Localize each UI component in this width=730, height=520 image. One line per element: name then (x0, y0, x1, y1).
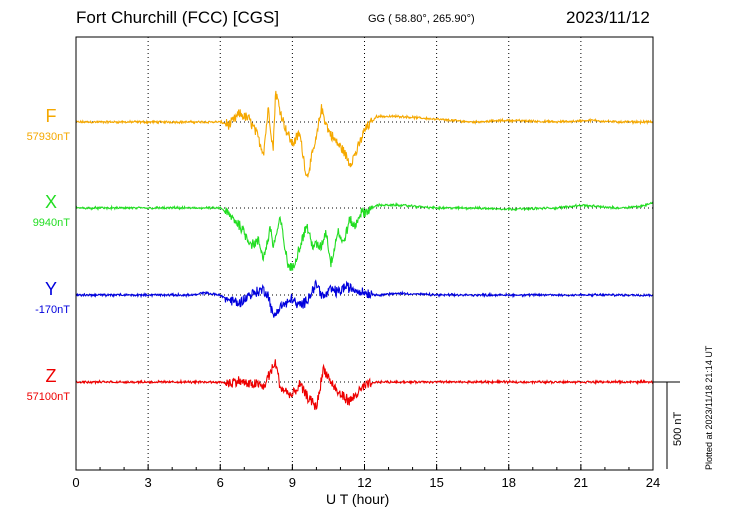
series-f-label: F (45, 106, 57, 126)
series-y-trace (75, 279, 654, 318)
x-tick-label: 3 (145, 475, 152, 490)
geographic-coords: GG ( 58.80°, 265.90°) (368, 13, 475, 25)
x-tick-label: 0 (72, 475, 79, 490)
series-z-trace (75, 359, 654, 411)
plot-date: 2023/11/12 (566, 8, 650, 27)
series-y-label: Y (44, 279, 57, 299)
x-tick-label: 9 (289, 475, 296, 490)
station-title: Fort Churchill (FCC) [CGS] (76, 8, 280, 27)
x-tick-label: 6 (217, 475, 224, 490)
series-x-baseline: 9940nT (32, 217, 70, 229)
x-tick-label: 24 (646, 475, 660, 490)
series-z-baseline: 57100nT (26, 391, 70, 403)
series-z-label: Z (45, 366, 57, 386)
x-axis-label: U T (hour) (326, 491, 390, 507)
series-x-label: X (44, 192, 57, 212)
series-f-baseline: 57930nT (26, 131, 70, 143)
series-x-trace (75, 201, 654, 272)
x-tick-label: 12 (357, 475, 371, 490)
scale-bar-label: 500 nT (672, 411, 684, 446)
x-tick-label: 18 (502, 475, 516, 490)
x-tick-label: 15 (429, 475, 443, 490)
series-f-trace (75, 90, 654, 178)
plotted-timestamp: Plotted at 2023/11/18 21:14 UT (704, 345, 714, 470)
series-y-baseline: -170nT (35, 304, 70, 316)
x-tick-label: 21 (574, 475, 588, 490)
